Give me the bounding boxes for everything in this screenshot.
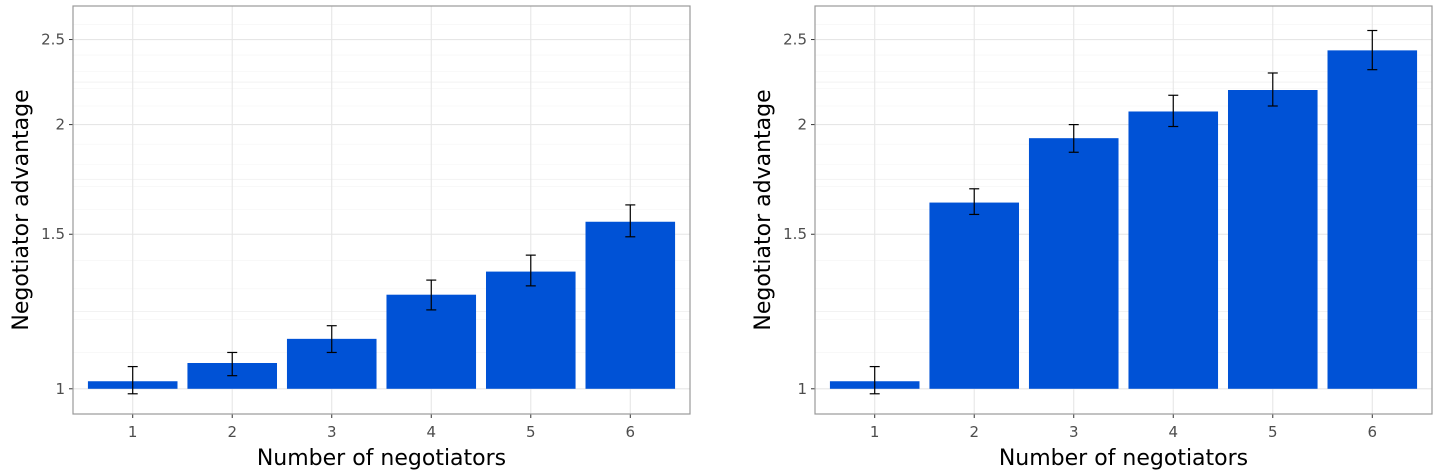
- x-tick-label: 1: [870, 423, 880, 441]
- error-bar-5: [1267, 72, 1278, 107]
- error-bar-6: [625, 204, 636, 238]
- bar-6: [1327, 50, 1418, 389]
- x-tick-label: 4: [426, 423, 436, 441]
- error-bar-4: [1168, 94, 1179, 128]
- y-axis-title: Negotiator advantage: [9, 89, 34, 330]
- error-bar-2: [969, 188, 980, 216]
- x-tick-label: 6: [626, 423, 636, 441]
- x-tick-label: 4: [1168, 423, 1178, 441]
- y-tick-label: 2.5: [41, 31, 65, 49]
- x-tick-label: 2: [227, 423, 237, 441]
- panel-border: [72, 5, 691, 415]
- bar-6: [585, 221, 676, 389]
- x-tick-label: 3: [327, 423, 337, 441]
- bar-4: [1128, 111, 1219, 389]
- y-axis-title: Negotiator advantage: [751, 89, 776, 330]
- error-bar-3: [326, 325, 337, 354]
- bar-5: [1227, 90, 1318, 389]
- y-tick-label: 2: [55, 116, 65, 134]
- bar-5: [485, 271, 576, 389]
- x-tick-label: 2: [969, 423, 979, 441]
- y-tick-label: 1: [797, 380, 807, 398]
- error-bar-3: [1068, 123, 1079, 153]
- panel-border: [814, 5, 1433, 415]
- error-bar-5: [525, 254, 536, 287]
- x-tick-label: 3: [1069, 423, 1079, 441]
- error-bar-6: [1367, 29, 1378, 71]
- x-tick-label: 5: [1268, 423, 1278, 441]
- y-tick-label: 1.5: [41, 225, 65, 243]
- error-bar-2: [227, 351, 238, 377]
- error-bar-1: [127, 365, 138, 395]
- bar-2: [929, 202, 1020, 389]
- x-axis-title: Number of negotiators: [257, 446, 506, 470]
- x-tick-label: 5: [526, 423, 536, 441]
- bar-3: [1028, 138, 1119, 389]
- y-tick-label: 1: [55, 380, 65, 398]
- x-axis-title: Number of negotiators: [999, 446, 1248, 470]
- y-tick-label: 2: [797, 116, 807, 134]
- x-tick-label: 1: [128, 423, 138, 441]
- error-bar-4: [426, 279, 437, 311]
- panel-1: 1 1.5 2 2.5 1 2 3 4 5 6 Number of negotiators Negot…: [9, 5, 691, 470]
- y-tick-label: 1.5: [783, 225, 807, 243]
- panel-2: 1 1.5 2 2.5 1 2 3 4 5 6 Number of negotiators Negot…: [751, 5, 1433, 470]
- y-tick-label: 2.5: [783, 31, 807, 49]
- error-bar-1: [869, 365, 880, 395]
- x-tick-label: 6: [1368, 423, 1378, 441]
